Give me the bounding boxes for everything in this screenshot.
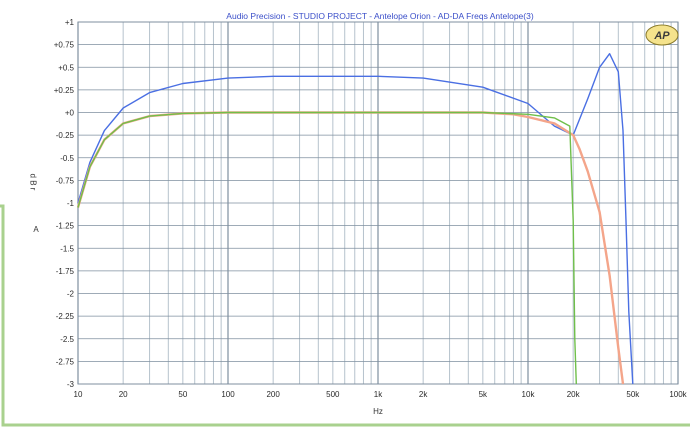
y-tick-label: +0.75 xyxy=(54,41,75,50)
x-tick-label: 100 xyxy=(221,390,235,399)
y-tick-label: +0.25 xyxy=(54,86,75,95)
ap-logo-text: AP xyxy=(653,30,670,42)
x-axis-label: Hz xyxy=(373,407,383,416)
y-tick-label: -2.25 xyxy=(56,312,75,321)
chart-title: Audio Precision - STUDIO PROJECT - Antel… xyxy=(226,11,534,21)
series-layer xyxy=(76,53,634,385)
x-tick-label: 2k xyxy=(419,390,428,399)
y-tick-label: -2 xyxy=(67,290,75,299)
frame-accent xyxy=(0,204,690,427)
y-tick-label: -0.5 xyxy=(60,154,74,163)
y-axis-unit: A xyxy=(33,225,39,234)
x-tick-label: 5k xyxy=(479,390,488,399)
y-tick-label: -1.75 xyxy=(56,267,75,276)
x-tick-label: 200 xyxy=(266,390,280,399)
x-tick-label: 100k xyxy=(669,390,687,399)
y-tick-label: -2.5 xyxy=(60,335,74,344)
y-tick-label: -0.75 xyxy=(56,176,75,185)
y-axis-label: d B r xyxy=(29,174,38,191)
y-tick-label: -1.25 xyxy=(56,222,75,231)
x-tick-label: 500 xyxy=(326,390,340,399)
x-tick-label: 20k xyxy=(567,390,581,399)
y-tick-label: +1 xyxy=(65,18,75,27)
series-line-3 xyxy=(77,111,577,385)
x-tick-label: 10 xyxy=(74,390,83,399)
x-tick-label: 50 xyxy=(178,390,187,399)
y-tick-label: -0.25 xyxy=(56,131,75,140)
x-tick-labels: 10 20 50 100 200 500 1k 2k 5k 10k 20k 50k 100k xyxy=(74,390,688,399)
x-tick-label: 10k xyxy=(522,390,536,399)
y-tick-label: -1.5 xyxy=(60,244,74,253)
y-tick-label: +0 xyxy=(65,109,75,118)
series-line-1 xyxy=(77,53,634,385)
y-tick-label: -2.75 xyxy=(56,357,75,366)
y-tick-label: +0.5 xyxy=(58,63,74,72)
x-tick-label: 50k xyxy=(626,390,640,399)
ap-logo: AP xyxy=(645,24,679,46)
x-tick-label: 1k xyxy=(374,390,383,399)
y-tick-labels: +1 +0.75 +0.5 +0.25 +0 -0.25 -0.5 -0.75 -1 -1.25 -… xyxy=(54,18,75,389)
x-tick-label: 20 xyxy=(119,390,128,399)
y-tick-label: -3 xyxy=(67,380,75,389)
y-tick-label: -1 xyxy=(67,199,75,208)
